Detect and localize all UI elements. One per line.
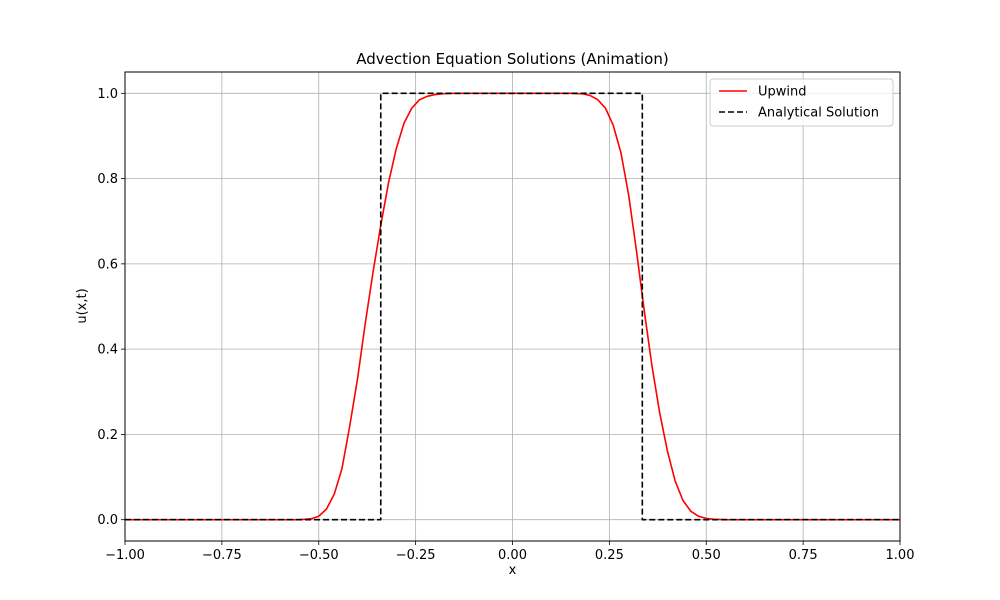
x-axis-label: x bbox=[509, 563, 517, 578]
axis-ticks: −1.00 −0.75 −0.50 −0.25 0.00 0.25 0.50 0.75 1.00… bbox=[97, 87, 914, 563]
y-axis-label: u(x,t) bbox=[75, 288, 90, 323]
x-tick-label: −0.25 bbox=[396, 548, 436, 563]
y-tick-label: 0.0 bbox=[97, 513, 118, 528]
x-tick-label: 1.00 bbox=[886, 548, 915, 563]
y-tick-label: 0.8 bbox=[97, 172, 118, 187]
legend-box bbox=[709, 78, 894, 127]
series-group bbox=[125, 92, 900, 521]
legend: Upwind Analytical Solution bbox=[709, 78, 894, 127]
x-tick-label: −0.50 bbox=[299, 548, 339, 563]
x-tick-label: 0.75 bbox=[789, 548, 818, 563]
x-tick-label: 0.25 bbox=[595, 548, 624, 563]
x-tick-label: 0.00 bbox=[498, 548, 527, 563]
chart-title: Advection Equation Solutions (Animation) bbox=[356, 50, 668, 68]
series-line-analytical-solution bbox=[125, 92, 900, 521]
y-tick-label: 0.2 bbox=[97, 428, 118, 443]
legend-label-upwind: Upwind bbox=[758, 85, 807, 100]
x-tick-label: 0.50 bbox=[692, 548, 721, 563]
legend-label-analytical: Analytical Solution bbox=[758, 106, 879, 121]
x-tick-label: −1.00 bbox=[105, 548, 145, 563]
y-tick-label: 0.4 bbox=[97, 343, 118, 358]
y-tick-label: 1.0 bbox=[97, 87, 118, 102]
y-tick-label: 0.6 bbox=[97, 257, 118, 272]
x-tick-label: −0.75 bbox=[202, 548, 242, 563]
